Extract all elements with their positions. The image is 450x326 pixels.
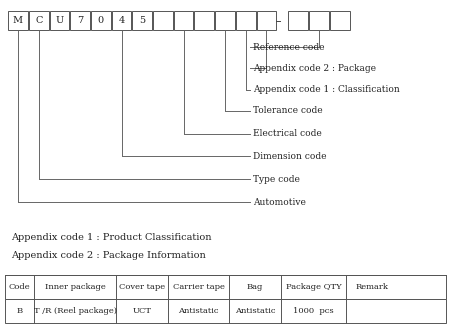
Bar: [288, 11, 308, 30]
Text: Appendix code 2 : Package Information: Appendix code 2 : Package Information: [11, 251, 206, 260]
Bar: [153, 11, 173, 30]
Text: Type code: Type code: [253, 175, 300, 184]
Bar: [236, 11, 256, 30]
Text: Inner package: Inner package: [45, 283, 106, 291]
Text: Carrier tape: Carrier tape: [173, 283, 225, 291]
Text: UCT: UCT: [133, 307, 152, 315]
Text: Cover tape: Cover tape: [119, 283, 165, 291]
Text: C: C: [35, 16, 42, 25]
Text: B: B: [17, 307, 22, 315]
Text: 0: 0: [98, 16, 104, 25]
Text: Bag: Bag: [247, 283, 263, 291]
Bar: [194, 11, 214, 30]
Bar: [29, 11, 49, 30]
Text: T /R (Reel package): T /R (Reel package): [34, 307, 117, 315]
Bar: [50, 11, 69, 30]
Text: Antistatic: Antistatic: [235, 307, 275, 315]
Text: 1000  pcs: 1000 pcs: [293, 307, 334, 315]
Text: Automotive: Automotive: [253, 198, 306, 207]
Text: Tolerance code: Tolerance code: [253, 106, 323, 115]
Text: 7: 7: [77, 16, 83, 25]
Text: Antistatic: Antistatic: [178, 307, 219, 315]
Bar: [330, 11, 350, 30]
Text: Package QTY: Package QTY: [286, 283, 342, 291]
Bar: [4, 275, 446, 299]
Text: U: U: [55, 16, 63, 25]
Bar: [215, 11, 235, 30]
Text: M: M: [13, 16, 23, 25]
Text: Electrical code: Electrical code: [253, 129, 322, 138]
Text: Appendix code 2 : Package: Appendix code 2 : Package: [253, 64, 376, 73]
Text: 5: 5: [139, 16, 145, 25]
Bar: [256, 11, 276, 30]
Bar: [70, 11, 90, 30]
Text: 4: 4: [118, 16, 125, 25]
Bar: [309, 11, 329, 30]
Bar: [4, 299, 446, 323]
Bar: [174, 11, 194, 30]
Text: Appendix code 1 : Product Classification: Appendix code 1 : Product Classification: [11, 233, 212, 243]
Text: Dimension code: Dimension code: [253, 152, 327, 161]
Bar: [132, 11, 152, 30]
Bar: [8, 11, 28, 30]
Text: –: –: [276, 16, 281, 26]
Bar: [91, 11, 111, 30]
Text: Code: Code: [9, 283, 30, 291]
Text: Reference code: Reference code: [253, 43, 325, 52]
Text: Appendix code 1 : Classification: Appendix code 1 : Classification: [253, 85, 400, 94]
Bar: [112, 11, 131, 30]
Text: Remark: Remark: [355, 283, 388, 291]
